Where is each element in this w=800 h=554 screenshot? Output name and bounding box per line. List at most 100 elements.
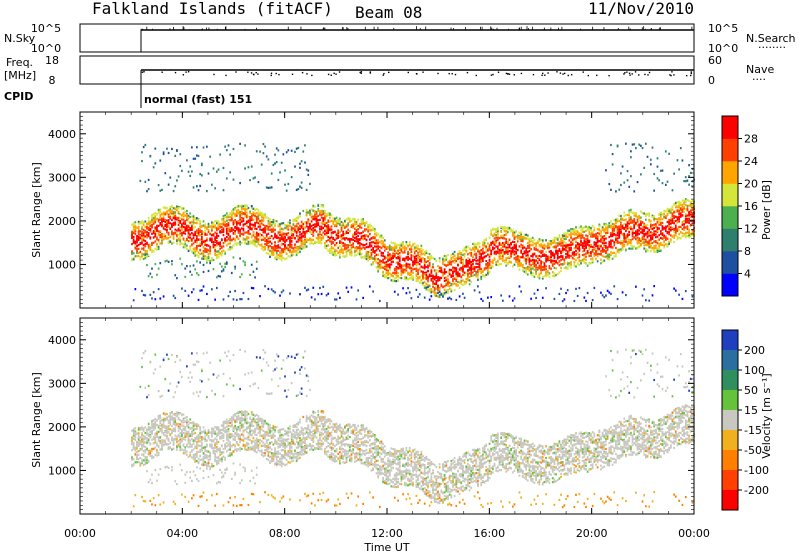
power-cell xyxy=(442,258,444,261)
power-cell xyxy=(197,219,200,222)
power-cell xyxy=(443,268,446,271)
power-cell xyxy=(463,271,466,274)
power-cell xyxy=(546,245,549,248)
power-cell xyxy=(445,281,448,284)
power-cell xyxy=(408,248,411,251)
power-cell xyxy=(147,231,150,235)
power-cell xyxy=(588,239,591,243)
sky-panel-frame xyxy=(79,23,695,53)
power-cell xyxy=(551,271,554,274)
power-cell xyxy=(398,260,401,263)
power-cell xyxy=(505,233,508,236)
power-cell xyxy=(275,160,278,164)
power-cell xyxy=(174,296,177,300)
power-cell xyxy=(201,225,203,228)
power-cell xyxy=(252,218,255,222)
power-cell xyxy=(194,268,197,271)
power-cell xyxy=(189,227,192,230)
power-cell xyxy=(428,288,431,291)
power-cell xyxy=(428,285,431,288)
power-cell xyxy=(525,249,527,252)
power-cell xyxy=(410,247,413,250)
power-cell xyxy=(398,254,401,257)
power-cell xyxy=(174,208,177,211)
power-cell xyxy=(553,274,556,277)
power-cell xyxy=(536,256,539,259)
power-cell xyxy=(588,227,591,231)
power-cell xyxy=(284,183,286,186)
power-cell xyxy=(483,255,486,259)
power-cell xyxy=(392,246,394,250)
power-cell xyxy=(279,255,281,258)
power-cell xyxy=(528,263,531,266)
power-cell xyxy=(325,225,328,228)
power-cell xyxy=(299,224,301,227)
power-cell xyxy=(201,174,203,177)
power-cell xyxy=(132,231,135,234)
power-cell xyxy=(433,269,436,272)
power-cell xyxy=(415,267,418,270)
power-cell xyxy=(452,278,454,281)
power-cell xyxy=(280,291,283,294)
power-cell xyxy=(357,224,360,227)
power-cell xyxy=(398,264,401,267)
power-cell xyxy=(511,246,514,249)
power-cell xyxy=(314,213,316,216)
power-cell xyxy=(270,186,273,189)
power-cell xyxy=(566,267,569,270)
power-cell xyxy=(591,298,594,302)
power-cell xyxy=(370,255,373,258)
power-cell xyxy=(450,256,453,259)
power-cell xyxy=(349,248,351,252)
power-cell xyxy=(230,217,233,220)
power-cell xyxy=(229,248,231,251)
power-cell xyxy=(275,245,278,248)
power-cell xyxy=(535,247,537,251)
power-cell xyxy=(413,242,416,245)
nave-dot xyxy=(333,72,335,75)
power-cell xyxy=(478,242,481,245)
power-cell xyxy=(186,237,188,240)
power-cell xyxy=(536,261,539,264)
power-cell xyxy=(452,266,454,269)
power-cell xyxy=(432,263,434,266)
power-cell xyxy=(239,218,241,221)
power-cell xyxy=(501,227,504,231)
power-cell xyxy=(393,246,396,249)
power-cell xyxy=(134,247,137,250)
power-cell xyxy=(447,284,449,287)
power-cell xyxy=(156,236,158,239)
power-cell xyxy=(528,245,531,249)
power-cell xyxy=(300,242,303,245)
power-cell xyxy=(383,256,386,259)
nave-dot xyxy=(182,74,185,76)
power-cell xyxy=(593,226,596,229)
power-cell xyxy=(259,211,261,214)
power-cell xyxy=(448,281,451,284)
power-cell xyxy=(272,163,275,167)
power-cell xyxy=(134,226,137,230)
power-cell xyxy=(438,289,441,292)
power-cell xyxy=(184,240,187,243)
power-cell xyxy=(189,265,192,268)
power-cell xyxy=(269,220,271,223)
power-cell xyxy=(199,234,202,237)
power-cell xyxy=(274,243,276,246)
power-cell xyxy=(215,242,218,245)
power-cell xyxy=(255,150,258,153)
power-cell xyxy=(342,255,345,258)
power-cell xyxy=(536,275,539,278)
power-cell xyxy=(540,243,542,246)
power-cell xyxy=(472,254,474,257)
power-cell xyxy=(264,226,266,230)
power-cell xyxy=(144,225,147,229)
power-cell xyxy=(339,253,341,256)
power-cell xyxy=(405,266,408,269)
power-cell xyxy=(465,265,468,268)
power-cell xyxy=(573,261,576,264)
power-cell xyxy=(377,265,379,268)
power-cell xyxy=(377,253,379,256)
power-cell xyxy=(142,236,145,239)
power-cell xyxy=(398,267,401,270)
power-cell xyxy=(264,229,266,232)
